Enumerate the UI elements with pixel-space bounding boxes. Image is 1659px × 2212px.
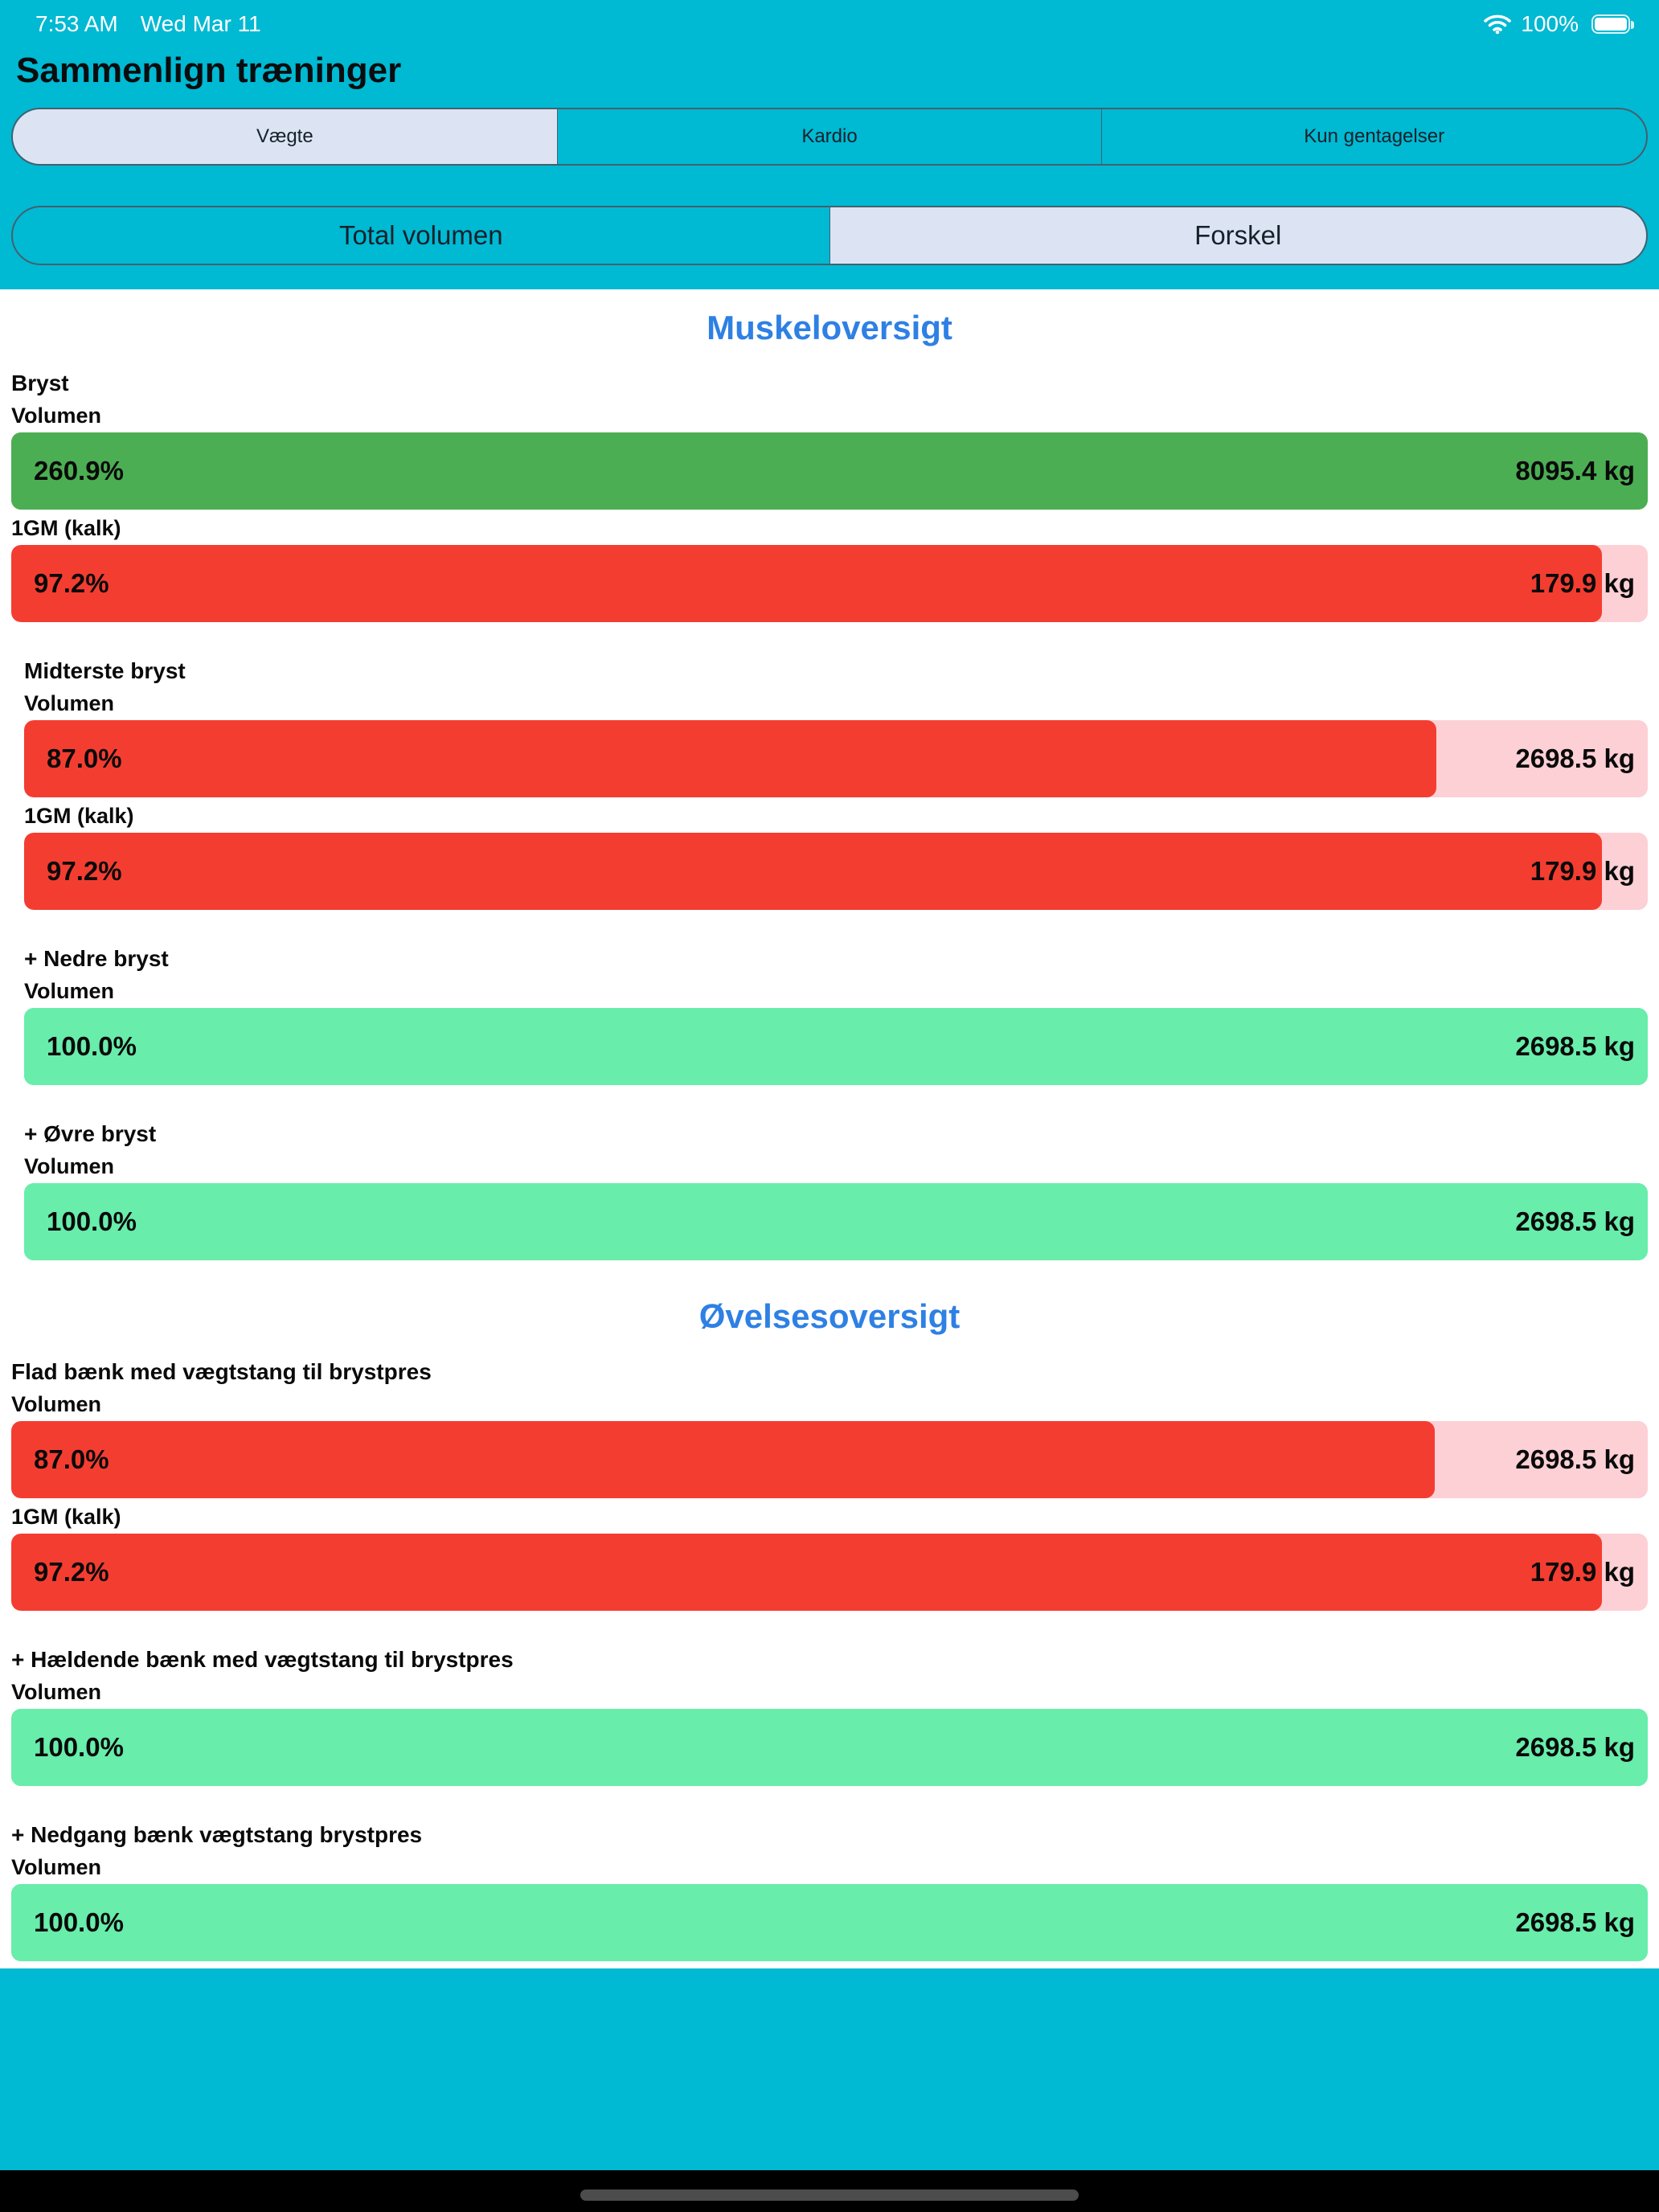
metric-value: 2698.5 kg xyxy=(1515,1907,1635,1937)
stat-group: Midterste bryst Volumen 87.0% 2698.5 kg … xyxy=(24,657,1648,910)
metric-bar-fill xyxy=(11,1534,1602,1611)
metric-percent: 97.2% xyxy=(47,856,122,886)
metric: Volumen 87.0% 2698.5 kg xyxy=(11,1392,1648,1498)
group-name: + Hældende bænk med vægtstang til brystp… xyxy=(11,1647,514,1672)
metric-label: 1GM (kalk) xyxy=(11,516,121,540)
home-indicator-handle[interactable] xyxy=(580,2189,1079,2201)
metric-bar-fill xyxy=(11,545,1602,622)
metric-label: 1GM (kalk) xyxy=(24,804,134,828)
metric-percent: 100.0% xyxy=(47,1031,137,1061)
battery-percent: 100% xyxy=(1521,11,1579,36)
group-name: Bryst xyxy=(11,371,69,395)
page-title: Sammenlign træninger xyxy=(16,51,402,90)
metric-bar-fill xyxy=(11,432,1648,510)
stat-group: Bryst Volumen 260.9% 8095.4 kg 1GM (kalk… xyxy=(11,370,1648,622)
metric-percent: 87.0% xyxy=(47,743,122,773)
metric-bar-fill xyxy=(11,1421,1436,1498)
metric-percent: 100.0% xyxy=(34,1732,124,1762)
section-title: Muskeloversigt xyxy=(707,309,952,346)
group-name: Flad bænk med vægtstang til brystpres xyxy=(11,1359,432,1384)
stat-group: + Nedre bryst Volumen 100.0% 2698.5 kg xyxy=(24,945,1648,1085)
footer-background xyxy=(0,1968,1659,2170)
battery-full-icon xyxy=(1591,14,1634,34)
metric-label: Volumen xyxy=(24,979,115,1003)
metric: Volumen 87.0% 2698.5 kg xyxy=(24,691,1648,797)
stat-group: + Hældende bænk med vægtstang til brystp… xyxy=(11,1646,1648,1786)
stat-group: Flad bænk med vægtstang til brystpres Vo… xyxy=(11,1358,1648,1611)
metric-label: Volumen xyxy=(11,403,102,428)
segment-kun-gentagelser[interactable]: Kun gentagelser xyxy=(1304,125,1445,147)
metric-label: Volumen xyxy=(11,1855,102,1879)
metric-percent: 100.0% xyxy=(47,1206,137,1236)
segment-v-gte[interactable]: Vægte xyxy=(13,109,558,164)
metric-value: 2698.5 kg xyxy=(1515,1444,1635,1474)
metric-label: Volumen xyxy=(11,1680,102,1704)
metric-label: Volumen xyxy=(11,1392,102,1416)
metric-bar-track: 100.0% 2698.5 kg xyxy=(24,1183,1648,1260)
metric-value: 179.9 kg xyxy=(1530,856,1635,886)
metric-bar-fill xyxy=(11,1884,1648,1961)
metric-percent: 87.0% xyxy=(34,1444,109,1474)
metric-bar-track: 100.0% 2698.5 kg xyxy=(11,1884,1648,1961)
metric: Volumen 100.0% 2698.5 kg xyxy=(11,1680,1648,1786)
metric: 1GM (kalk) 97.2% 179.9 kg xyxy=(11,1505,1648,1611)
metric-bar-track: 87.0% 2698.5 kg xyxy=(24,720,1648,797)
group-name: + Nedgang bænk vægtstang brystpres xyxy=(11,1822,423,1847)
metric-value: 2698.5 kg xyxy=(1515,1206,1635,1236)
segment-kardio[interactable]: Kardio xyxy=(558,109,1103,164)
metric-label: 1GM (kalk) xyxy=(11,1505,121,1529)
metric-bar-fill xyxy=(24,1183,1648,1260)
metric-bar-fill xyxy=(24,1008,1648,1085)
metric-value: 2698.5 kg xyxy=(1515,743,1635,773)
metric-value: 179.9 kg xyxy=(1530,568,1635,598)
metric: 1GM (kalk) 97.2% 179.9 kg xyxy=(11,516,1648,622)
overview-section: Muskeloversigt Bryst Volumen 260.9% 8095… xyxy=(11,307,1648,1260)
section-title: Øvelsesoversigt xyxy=(698,1297,961,1335)
metric-bar-track: 87.0% 2698.5 kg xyxy=(11,1421,1648,1498)
metric-percent: 100.0% xyxy=(34,1907,124,1937)
stat-group: + Øvre bryst Volumen 100.0% 2698.5 kg xyxy=(24,1120,1648,1260)
wifi-icon xyxy=(1484,14,1512,35)
metric-bar-track: 100.0% 2698.5 kg xyxy=(11,1709,1648,1786)
home-bar xyxy=(0,2170,1659,2212)
metric: Volumen 260.9% 8095.4 kg xyxy=(11,403,1648,510)
metric-value: 2698.5 kg xyxy=(1515,1732,1635,1762)
metric-percent: 97.2% xyxy=(34,1557,109,1587)
metric-bar-track: 100.0% 2698.5 kg xyxy=(24,1008,1648,1085)
metric: Volumen 100.0% 2698.5 kg xyxy=(11,1855,1648,1961)
segment-total-volumen[interactable]: Total volumen xyxy=(13,207,830,264)
metric-bar-track: 260.9% 8095.4 kg xyxy=(11,432,1648,510)
metric-value: 179.9 kg xyxy=(1530,1557,1635,1587)
status-time: 7:53 AM xyxy=(35,11,118,36)
comparison-results: Muskeloversigt Bryst Volumen 260.9% 8095… xyxy=(0,289,1659,1968)
overview-section: Øvelsesoversigt Flad bænk med vægtstang … xyxy=(11,1296,1648,1961)
metric-percent: 260.9% xyxy=(34,456,124,485)
metric-bar-track: 97.2% 179.9 kg xyxy=(11,545,1648,622)
metric: Volumen 100.0% 2698.5 kg xyxy=(24,979,1648,1085)
metric-bar-fill xyxy=(24,833,1603,910)
metric-percent: 97.2% xyxy=(34,568,109,598)
mode-segmented-control: Vægte Kardio Kun gentagelser xyxy=(11,108,1648,166)
status-bar: 7:53 AM Wed Mar 11 100% xyxy=(0,0,1659,43)
metric-value: 8095.4 kg xyxy=(1515,456,1635,485)
metric-bar-track: 97.2% 179.9 kg xyxy=(24,833,1648,910)
metric: Volumen 100.0% 2698.5 kg xyxy=(24,1154,1648,1260)
metric-label: Volumen xyxy=(24,1154,115,1178)
top-chrome: 7:53 AM Wed Mar 11 100% Sammenlign træni… xyxy=(0,0,1659,289)
metric-bar-track: 97.2% 179.9 kg xyxy=(11,1534,1648,1611)
segment-forskel[interactable]: Forskel xyxy=(830,207,1646,264)
metric-label: Volumen xyxy=(24,691,115,715)
status-date: Wed Mar 11 xyxy=(140,11,261,36)
metric-bar-fill xyxy=(24,720,1437,797)
metric: 1GM (kalk) 97.2% 179.9 kg xyxy=(24,804,1648,910)
view-segmented-control: Total volumen Forskel xyxy=(11,206,1648,265)
group-name: Midterste bryst xyxy=(24,658,186,683)
group-name: + Nedre bryst xyxy=(24,946,169,971)
metric-bar-fill xyxy=(11,1709,1648,1786)
metric-value: 2698.5 kg xyxy=(1515,1031,1635,1061)
group-name: + Øvre bryst xyxy=(24,1121,157,1146)
stat-group: + Nedgang bænk vægtstang brystpres Volum… xyxy=(11,1821,1648,1961)
